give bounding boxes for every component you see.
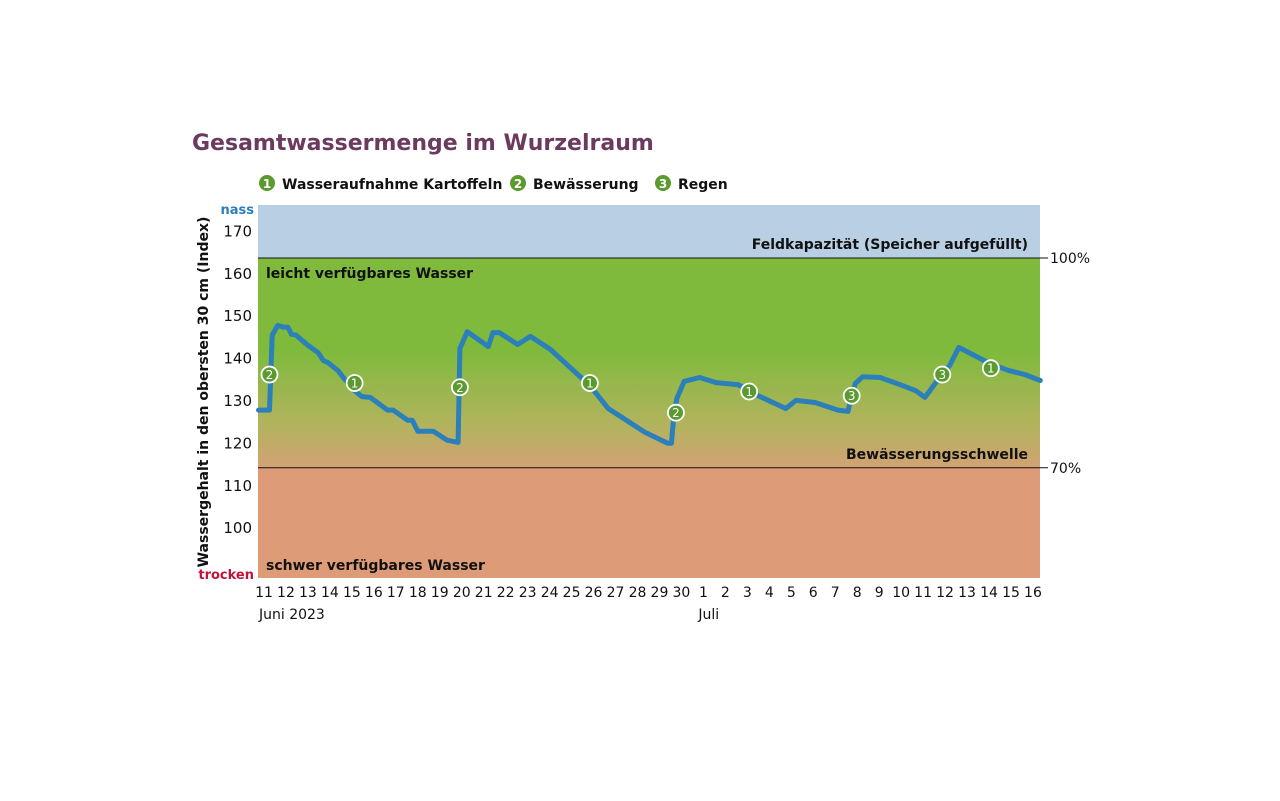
chart-title: Gesamtwassermenge im Wurzelraum (192, 131, 654, 156)
y-bottom-label: trocken (198, 568, 254, 583)
x-tick-label: 4 (765, 585, 774, 601)
x-month-label: Juni 2023 (258, 607, 325, 623)
x-tick-label: 9 (875, 585, 884, 601)
x-tick-label: 20 (453, 585, 471, 601)
annotation-number: 2 (266, 368, 274, 382)
series (256, 322, 1043, 446)
x-tick-label: 10 (892, 585, 910, 601)
x-tick-label: 16 (1024, 585, 1042, 601)
y-tick-label: 110 (223, 477, 252, 495)
y-tick-label: 160 (223, 265, 252, 283)
zone-field-capacity (258, 205, 1040, 258)
x-tick-label: 5 (787, 585, 796, 601)
annotation-number: 1 (586, 377, 594, 391)
x-tick-label: 3 (743, 585, 752, 601)
x-tick-label: 6 (809, 585, 818, 601)
annotation-number: 3 (848, 389, 856, 403)
annotation-marker-icon (842, 386, 861, 405)
x-tick-label: 15 (343, 585, 361, 601)
zones: Feldkapazität (Speicher aufgefüllt) leich… (258, 205, 1090, 578)
zone-label-easy: leicht verfügbares Wasser (266, 266, 473, 282)
x-tick-label: 8 (853, 585, 862, 601)
x-tick-label: 30 (673, 585, 691, 601)
threshold-percent: 70% (1050, 461, 1081, 477)
y-tick-label: 120 (223, 434, 252, 452)
x-tick-label: 7 (831, 585, 840, 601)
annotation-number: 2 (456, 381, 464, 395)
legend-marker-number: 2 (514, 177, 522, 191)
y-tick-label: 170 (223, 222, 252, 240)
annotation-marker-icon (740, 382, 759, 401)
y-top-label: nass (220, 203, 254, 218)
y-tick-label: 100 (223, 519, 252, 537)
legend-marker-icon (510, 175, 526, 191)
zone-label-field-capacity: Feldkapazität (Speicher aufgefüllt) (752, 237, 1028, 253)
x-tick-label: 1 (699, 585, 708, 601)
annotation-marker-icon (580, 374, 599, 392)
x-tick-label: 14 (980, 585, 998, 601)
x-tick-label: 23 (519, 585, 537, 601)
x-tick-label: 18 (409, 585, 427, 601)
x-tick-label: 26 (585, 585, 603, 601)
x-tick-label: 13 (958, 585, 976, 601)
y-axis-label: Wassergehalt in den obersten 30 cm (Inde… (196, 217, 212, 568)
legend-marker-icon (655, 175, 671, 191)
x-tick-label: 17 (387, 585, 405, 601)
annotation-marker-icon (345, 374, 364, 392)
x-tick-label: 19 (431, 585, 449, 601)
x-tick-label: 11 (914, 585, 932, 601)
legend-label: Regen (678, 177, 728, 193)
y-tick-label: 150 (223, 307, 252, 325)
annotation-number: 1 (351, 377, 359, 391)
legend-marker-number: 1 (263, 177, 271, 191)
x-tick-label: 28 (629, 585, 647, 601)
annotation-marker-icon (933, 365, 952, 384)
legend: 1 Wasseraufnahme Kartoffeln 2 Bewässerung 3 R… (259, 175, 728, 193)
legend-label: Wasseraufnahme Kartoffeln (282, 177, 502, 193)
x-tick-label: 15 (1002, 585, 1020, 601)
x-tick-label: 13 (299, 585, 317, 601)
legend-marker-number: 3 (659, 177, 667, 191)
x-tick-label: 16 (365, 585, 383, 601)
threshold-label: Bewässerungsschwelle (846, 447, 1028, 463)
x-tick-label: 24 (541, 585, 559, 601)
x-tick-label: 21 (475, 585, 493, 601)
x-month-label: Juli (697, 607, 719, 623)
x-tick-label: 25 (563, 585, 581, 601)
annotation-marker-icon (260, 365, 279, 384)
annotation-markers: 2 1 2 1 2 1 3 3 1 (260, 359, 1000, 422)
x-tick-label: 2 (721, 585, 730, 601)
x-tick-label: 22 (497, 585, 515, 601)
y-tick-label: 140 (223, 350, 252, 368)
zone-label-hard: schwer verfügbares Wasser (266, 558, 485, 574)
annotation-number: 1 (987, 362, 995, 376)
x-tick-label: 27 (607, 585, 625, 601)
annotation-marker-icon (981, 359, 1000, 378)
annotation-number: 3 (939, 368, 947, 382)
water-content-line (256, 322, 1043, 446)
legend-label: Bewässerung (533, 177, 639, 193)
x-tick-label: 29 (651, 585, 669, 601)
annotation-marker-icon (667, 403, 685, 422)
y-tick-label: 130 (223, 392, 252, 410)
threshold-percent: 100% (1050, 251, 1090, 267)
zone-hardly-available (258, 467, 1040, 578)
x-tick-label: 12 (936, 585, 954, 601)
x-tick-label: 11 (255, 585, 273, 601)
annotation-marker-icon (450, 378, 469, 397)
legend-marker-icon (259, 175, 275, 191)
annotation-number: 2 (672, 406, 680, 420)
x-tick-label: 12 (277, 585, 295, 601)
annotation-number: 1 (745, 385, 753, 399)
x-tick-label: 14 (321, 585, 339, 601)
